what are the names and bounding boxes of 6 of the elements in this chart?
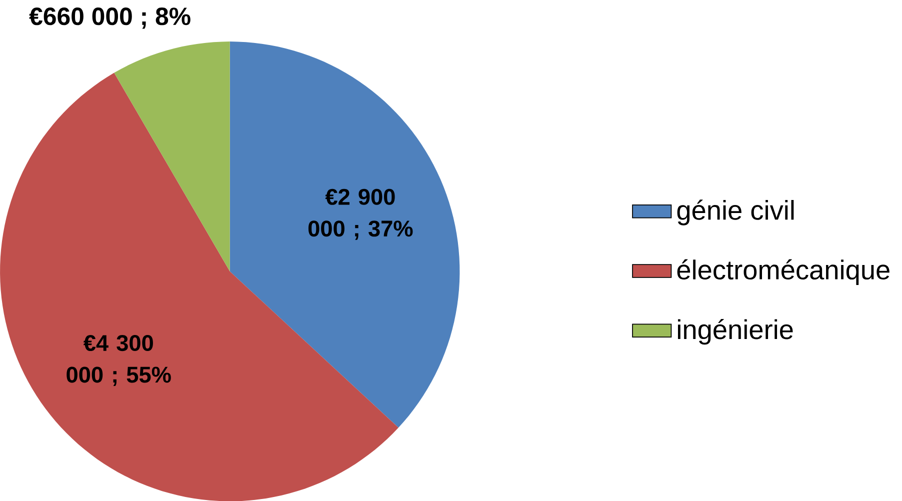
- legend-label: ingénierie: [678, 318, 793, 344]
- data-label: €4 300 000 ; 55%: [66, 334, 171, 386]
- data-label: €2 900 000 ; 37%: [308, 188, 413, 240]
- data-label: €660 000 ; 8%: [29, 7, 190, 29]
- legend-label: électromécanique: [677, 259, 890, 285]
- legend-label: génie civil: [677, 200, 794, 226]
